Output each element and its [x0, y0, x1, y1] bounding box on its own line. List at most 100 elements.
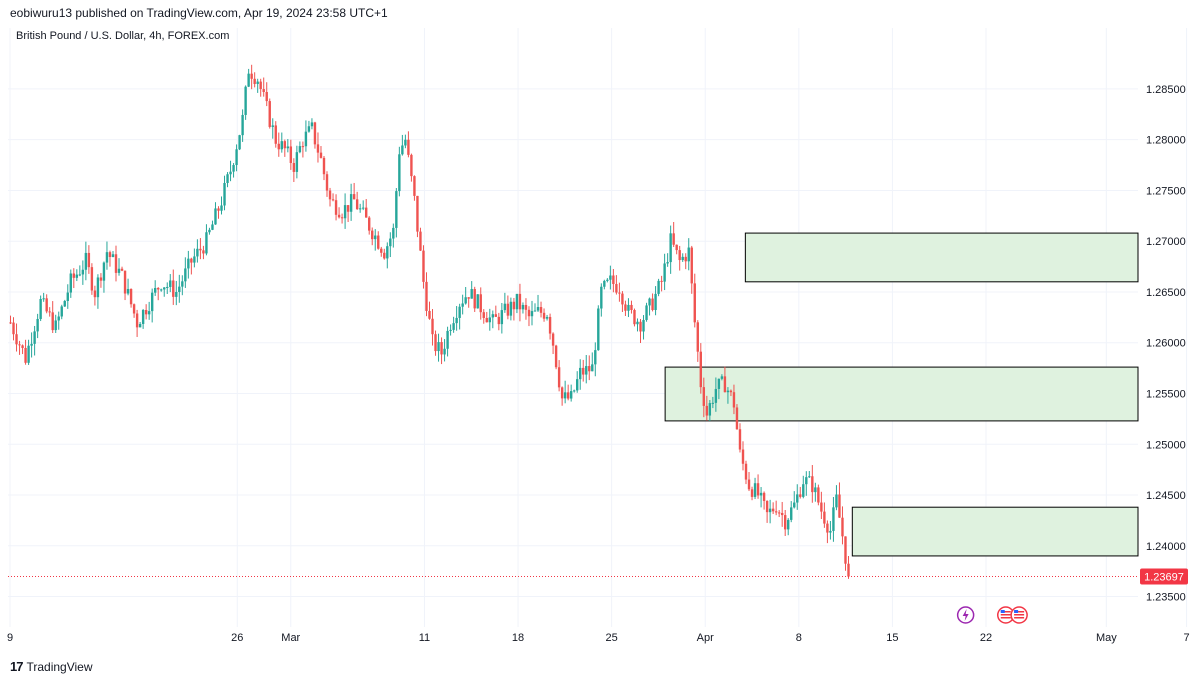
candle-body	[780, 512, 784, 516]
candle-body	[214, 208, 217, 225]
candle-body	[331, 199, 335, 201]
candle-body	[96, 277, 100, 298]
candle-body	[654, 293, 657, 311]
candle-body	[729, 390, 733, 393]
candle-body	[663, 263, 666, 282]
candle-body	[307, 126, 311, 132]
candle-body	[569, 391, 573, 399]
candle-body	[319, 152, 323, 158]
candle-body	[166, 286, 169, 288]
candle-body	[81, 269, 85, 275]
tradingview-logo-icon: 17	[10, 659, 24, 674]
candle-body	[844, 536, 847, 564]
events-layer[interactable]	[956, 606, 1028, 624]
candle-body	[817, 487, 820, 503]
y-tick-label: 1.23500	[1146, 592, 1186, 604]
candle-body	[802, 484, 805, 497]
y-tick-label: 1.28500	[1146, 84, 1186, 96]
y-tick-label: 1.26000	[1146, 338, 1186, 350]
flag-stripe-icon	[1000, 611, 1011, 613]
candle-body	[597, 308, 600, 351]
tradingview-logo-text: TradingView	[26, 659, 93, 674]
candle-body	[506, 303, 510, 316]
candle-body	[533, 310, 537, 312]
candle-body	[787, 519, 790, 530]
candle-body	[280, 141, 283, 150]
candle-body	[681, 256, 684, 261]
candle-body	[603, 280, 606, 287]
candle-body	[563, 392, 567, 399]
candle-body	[826, 523, 829, 533]
candle-body	[355, 199, 359, 210]
candle-body	[491, 314, 495, 318]
candle-body	[238, 135, 241, 150]
candle-body	[325, 174, 329, 191]
candle-body	[639, 321, 642, 332]
candle-body	[346, 205, 350, 212]
candle-body	[488, 317, 491, 323]
x-tick-label: 22	[980, 632, 992, 644]
candle-body	[416, 195, 419, 232]
candle-body	[443, 348, 446, 355]
candle-body	[527, 309, 531, 317]
candle-body	[838, 494, 841, 518]
last-price-label: 1.23697	[1144, 572, 1184, 584]
x-tick-label: 26	[231, 632, 243, 644]
x-tick-label: 9	[7, 632, 13, 644]
flag-canton-icon	[1000, 610, 1005, 613]
candle-body	[111, 254, 115, 257]
candle-body	[494, 314, 498, 317]
candle-body	[645, 305, 648, 320]
candle-body	[42, 298, 45, 300]
candle-body	[69, 273, 72, 293]
candle-body	[458, 306, 461, 318]
candles-layer	[9, 64, 850, 579]
last-price-tag	[1140, 568, 1188, 585]
candle-body	[78, 274, 82, 276]
candle-body	[48, 311, 51, 313]
time-axis[interactable]: 9 26 Mar 11 18 25 Apr 8 15 22 May 7	[7, 632, 1190, 644]
candle-body	[630, 304, 633, 310]
candle-body	[172, 280, 175, 297]
candle-body	[566, 392, 570, 399]
candle-body	[600, 286, 603, 309]
flag-stripe-icon	[1014, 611, 1025, 613]
zone-box	[744, 232, 1139, 283]
zone-box	[664, 366, 1139, 422]
candle-body	[651, 298, 654, 311]
candle-body	[205, 232, 208, 254]
candle-body	[377, 235, 380, 249]
candle-body	[72, 273, 76, 278]
candle-body	[9, 322, 12, 324]
candle-body	[407, 139, 410, 155]
candle-body	[618, 292, 621, 294]
candle-body	[292, 162, 296, 172]
candle-body	[295, 152, 299, 172]
candle-body	[247, 73, 250, 87]
price-axis[interactable]: 1.23500 1.24000 1.24500 1.25000 1.25500 1.260…	[1140, 84, 1188, 604]
candle-body	[512, 301, 516, 310]
flag-stripe-icon	[1000, 617, 1011, 619]
tradingview-logo[interactable]: 17 TradingView	[10, 659, 93, 674]
candle-body	[500, 310, 504, 325]
candle-body	[108, 252, 112, 257]
candle-body	[12, 322, 15, 335]
candle-body	[774, 511, 778, 513]
candle-body	[202, 250, 205, 254]
candle-body	[470, 289, 473, 299]
candle-body	[24, 347, 27, 363]
x-tick-label: May	[1096, 632, 1117, 644]
candle-body	[741, 449, 745, 464]
x-tick-label: 25	[606, 632, 618, 644]
candle-body	[310, 122, 314, 127]
candle-body	[660, 280, 663, 282]
candle-body	[256, 81, 259, 84]
candle-body	[298, 146, 302, 153]
candle-body	[343, 205, 347, 219]
candle-body	[557, 367, 561, 388]
candle-body	[39, 298, 42, 319]
candle-body	[735, 407, 739, 430]
candle-body	[624, 304, 627, 311]
candle-body	[485, 317, 488, 323]
